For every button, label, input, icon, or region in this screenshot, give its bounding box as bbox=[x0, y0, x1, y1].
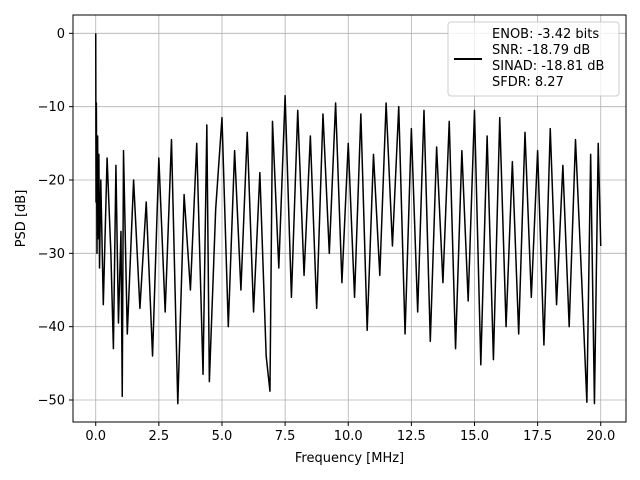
y-tick-label: −40 bbox=[38, 320, 65, 335]
legend-label: ENOB: -3.42 bits SNR: -18.79 dB SINAD: -18… bbox=[492, 27, 604, 90]
x-tick-label: 20.0 bbox=[586, 429, 615, 444]
y-tick-label: 0 bbox=[57, 27, 65, 42]
x-tick-label: 17.5 bbox=[523, 429, 552, 444]
legend-line-text: ENOB: -3.42 bits bbox=[492, 27, 599, 42]
legend: ENOB: -3.42 bits SNR: -18.79 dB SINAD: -18… bbox=[447, 21, 620, 97]
x-axis-label: Frequency [MHz] bbox=[295, 451, 404, 466]
y-axis-ticks: 0 −10 −20 −30 −40 −50 bbox=[38, 27, 73, 409]
y-tick-label: −30 bbox=[38, 247, 65, 262]
x-tick-label: 12.5 bbox=[397, 429, 426, 444]
y-tick-label: −50 bbox=[38, 394, 65, 409]
axes-frame bbox=[72, 14, 627, 423]
x-tick-label: 0.0 bbox=[85, 429, 106, 444]
psd-series-line bbox=[94, 33, 602, 405]
x-tick-label: 10.0 bbox=[334, 429, 363, 444]
legend-line-text: SNR: -18.79 dB bbox=[492, 43, 590, 58]
legend-line-text: SINAD: -18.81 dB bbox=[492, 59, 604, 74]
x-tick-label: 15.0 bbox=[460, 429, 489, 444]
x-tick-label: 7.5 bbox=[275, 429, 296, 444]
y-axis-label: PSD [dB] bbox=[14, 190, 29, 248]
legend-box bbox=[447, 21, 620, 97]
legend-line-text: SFDR: 8.27 bbox=[492, 75, 564, 90]
x-tick-label: 5.0 bbox=[212, 429, 233, 444]
x-axis-ticks: 0.0 2.5 5.0 7.5 10.0 12.5 15.0 17.5 20.0 bbox=[85, 422, 615, 444]
y-tick-label: −20 bbox=[38, 174, 65, 189]
y-tick-label: −10 bbox=[38, 100, 65, 115]
plot-area bbox=[94, 33, 602, 405]
x-tick-label: 2.5 bbox=[149, 429, 170, 444]
